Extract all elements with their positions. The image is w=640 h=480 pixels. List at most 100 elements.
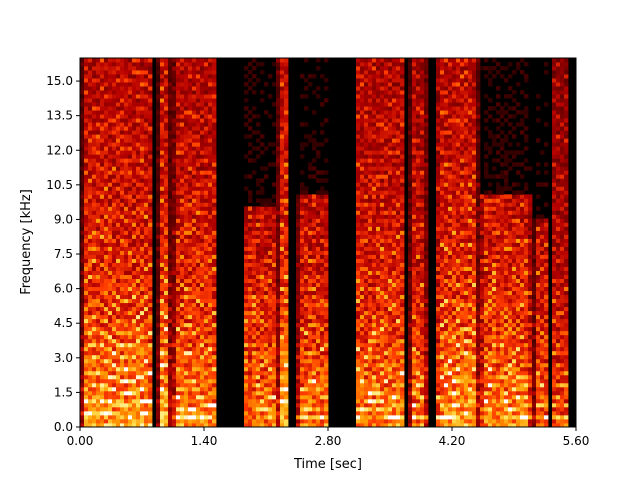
spectrogram-cell xyxy=(372,254,377,259)
spectrogram-cell xyxy=(200,302,205,308)
spectrogram-cell xyxy=(148,170,153,175)
spectrogram-cell xyxy=(264,318,269,324)
spectrogram-cell xyxy=(300,190,305,195)
spectrogram-cell xyxy=(280,154,285,159)
spectrogram-cell xyxy=(140,86,145,91)
spectrogram-cell xyxy=(324,118,329,123)
spectrogram-cell xyxy=(164,310,169,316)
spectrogram-cell xyxy=(84,118,89,123)
spectrogram-cell xyxy=(244,74,249,79)
spectrogram-cell xyxy=(376,86,381,91)
spectrogram-cell xyxy=(168,182,173,187)
spectrogram-cell xyxy=(276,406,281,412)
spectrogram-cell xyxy=(88,402,93,408)
spectrogram-cell xyxy=(372,62,377,67)
spectrogram-cell xyxy=(80,106,85,111)
spectrogram-cell xyxy=(116,322,121,328)
spectrogram-cell xyxy=(260,402,265,408)
spectrogram-cell xyxy=(364,274,369,279)
spectrogram-cell xyxy=(160,406,165,412)
spectrogram-cell xyxy=(144,114,149,119)
spectrogram-cell xyxy=(284,282,289,288)
spectrogram-cell xyxy=(276,106,281,111)
spectrogram-cell xyxy=(368,350,373,356)
spectrogram-cell xyxy=(300,186,305,191)
spectrogram-cell xyxy=(364,266,369,271)
spectrogram-cell xyxy=(160,318,165,324)
spectrogram-cell xyxy=(100,258,105,263)
spectrogram-cell xyxy=(92,86,97,91)
spectrogram-cell xyxy=(100,82,105,87)
spectrogram-cell xyxy=(108,282,113,288)
spectrogram-cell xyxy=(168,382,173,388)
spectrogram-cell xyxy=(304,306,309,312)
spectrogram-cell xyxy=(156,142,161,147)
spectrogram-cell xyxy=(168,378,173,384)
spectrogram-cell xyxy=(132,238,137,243)
spectrogram-cell xyxy=(120,378,125,384)
spectrogram-cell xyxy=(200,126,205,131)
spectrogram-cell xyxy=(188,130,193,135)
spectrogram-cell xyxy=(208,86,213,91)
spectrogram-cell xyxy=(104,166,109,171)
spectrogram-cell xyxy=(108,126,113,131)
spectrogram-cell xyxy=(104,266,109,271)
spectrogram-cell xyxy=(304,234,309,239)
spectrogram-cell xyxy=(176,350,181,356)
spectrogram-cell xyxy=(320,190,325,195)
spectrogram-cell xyxy=(164,286,169,292)
spectrogram-cell xyxy=(316,190,321,195)
spectrogram-cell xyxy=(308,258,313,263)
spectrogram-cell xyxy=(92,254,97,259)
spectrogram-cell xyxy=(164,190,169,195)
spectrogram-cell xyxy=(256,302,261,308)
spectrogram-cell xyxy=(136,138,141,143)
spectrogram-cell xyxy=(300,406,305,412)
spectrogram-cell xyxy=(116,298,121,304)
spectrogram-cell xyxy=(120,126,125,131)
spectrogram-cell xyxy=(156,390,161,396)
spectrogram-cell xyxy=(316,230,321,235)
spectrogram-cell xyxy=(104,86,109,91)
spectrogram-cell xyxy=(120,294,125,300)
spectrogram-cell xyxy=(88,338,93,344)
spectrogram-cell xyxy=(148,130,153,135)
spectrogram-cell xyxy=(132,178,137,183)
spectrogram-cell xyxy=(372,358,377,364)
spectrogram-cell xyxy=(356,398,361,404)
spectrogram-cell xyxy=(128,226,133,231)
spectrogram-cell xyxy=(208,58,213,63)
spectrogram-cell xyxy=(92,290,97,296)
spectrogram-cell xyxy=(156,346,161,352)
spectrogram-cell xyxy=(188,70,193,75)
spectrogram-cell xyxy=(272,342,277,348)
spectrogram-cell xyxy=(84,342,89,348)
spectrogram-cell xyxy=(364,250,369,255)
spectrogram-cell xyxy=(112,290,117,296)
spectrogram-cell xyxy=(112,174,117,179)
spectrogram-cell xyxy=(196,134,201,139)
spectrogram-cell xyxy=(172,398,177,404)
spectrogram-cell xyxy=(200,278,205,284)
spectrogram-cell xyxy=(244,298,249,304)
spectrogram-cell xyxy=(80,166,85,171)
spectrogram-cell xyxy=(324,258,329,263)
spectrogram-cell xyxy=(320,222,325,227)
spectrogram-cell xyxy=(160,174,165,179)
spectrogram-cell xyxy=(156,242,161,247)
spectrogram-cell xyxy=(112,194,117,199)
spectrogram-cell xyxy=(368,90,373,95)
spectrogram-cell xyxy=(88,374,93,380)
spectrogram-cell xyxy=(364,334,369,340)
spectrogram-cell xyxy=(132,174,137,179)
spectrogram-cell xyxy=(80,330,85,336)
spectrogram-cell xyxy=(304,378,309,384)
spectrogram-cell xyxy=(324,394,329,400)
spectrogram-cell xyxy=(156,122,161,127)
spectrogram-cell xyxy=(300,370,305,376)
spectrogram-cell xyxy=(156,262,161,267)
spectrogram-cell xyxy=(368,314,373,320)
spectrogram-cell xyxy=(304,290,309,296)
spectrogram-cell xyxy=(116,70,121,75)
